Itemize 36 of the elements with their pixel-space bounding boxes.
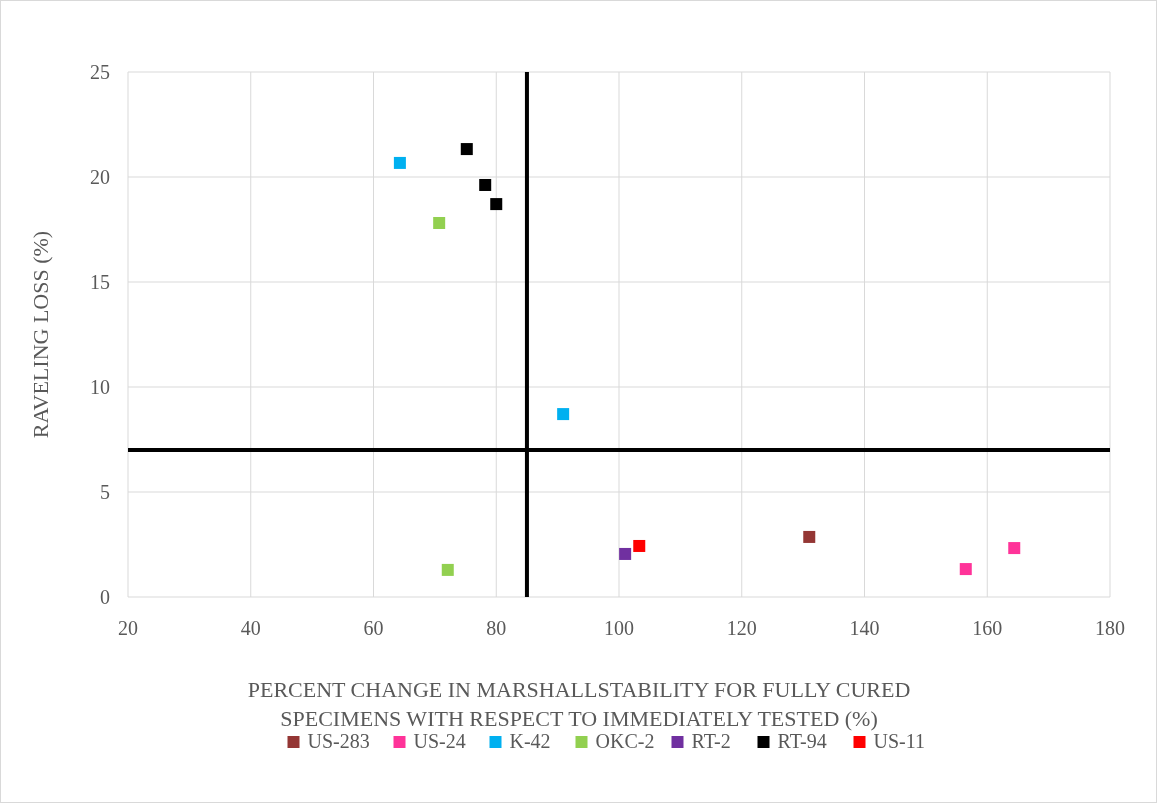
point bbox=[557, 408, 570, 421]
legend-label: K-42 bbox=[509, 730, 551, 752]
point bbox=[393, 156, 406, 169]
legend-label: RT-2 bbox=[691, 730, 731, 752]
y-tick-label: 20 bbox=[90, 166, 110, 188]
x-tick-label: 80 bbox=[486, 617, 507, 639]
x-tick-label: 180 bbox=[1095, 617, 1125, 639]
legend-label: RT-94 bbox=[777, 730, 827, 752]
y-axis-title: RAVELING LOSS (%) bbox=[28, 230, 53, 439]
point bbox=[490, 198, 503, 211]
y-tick-label: 15 bbox=[90, 271, 110, 293]
y-tick-label: 0 bbox=[100, 586, 110, 608]
point bbox=[460, 143, 473, 156]
point bbox=[479, 178, 492, 191]
point bbox=[1008, 542, 1021, 555]
point bbox=[433, 216, 446, 229]
x-tick-label: 60 bbox=[363, 617, 384, 639]
legend-label: US-283 bbox=[307, 730, 370, 752]
legend-label: OKC-2 bbox=[595, 730, 655, 752]
legend-label: US-24 bbox=[413, 730, 466, 752]
x-tick-label: 160 bbox=[972, 617, 1003, 639]
point bbox=[959, 563, 972, 576]
point bbox=[633, 539, 646, 552]
point bbox=[619, 547, 632, 560]
point bbox=[803, 530, 816, 543]
legend-label: US-11 bbox=[873, 730, 925, 752]
x-tick-label: 120 bbox=[726, 617, 757, 639]
point bbox=[441, 563, 454, 576]
x-tick-label: 140 bbox=[849, 617, 880, 639]
y-tick-label: 25 bbox=[90, 61, 110, 83]
x-tick-label: 20 bbox=[118, 617, 138, 639]
y-tick-label: 5 bbox=[100, 481, 110, 503]
y-tick-label: 10 bbox=[90, 376, 110, 398]
x-tick-label: 40 bbox=[240, 617, 261, 639]
x-tick-label: 100 bbox=[604, 617, 634, 639]
x-axis-title: PERCENT CHANGE IN MARSHALLSTABILITY FOR FULLY CURED SPECIMENS WITH RESPECT TO IMMEDIATELY TESTED (%) bbox=[247, 677, 911, 731]
